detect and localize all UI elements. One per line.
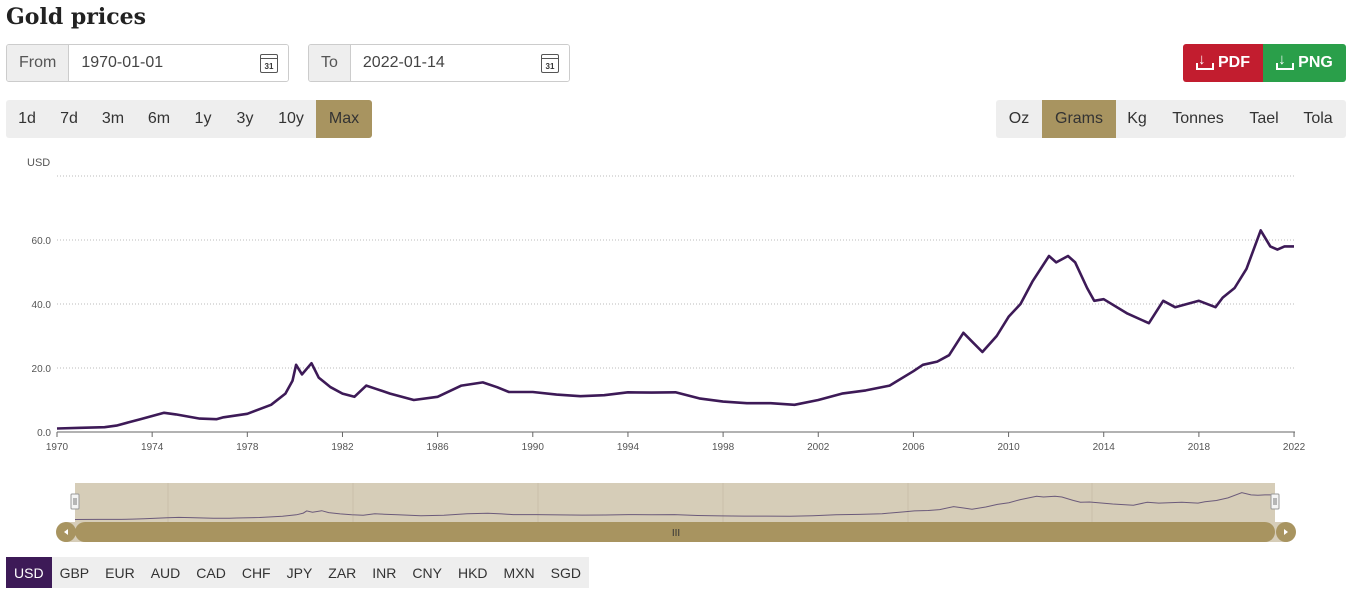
- export-png-button[interactable]: PNG: [1263, 44, 1346, 82]
- y-tick-label: 60.0: [32, 236, 52, 247]
- currency-button-jpy[interactable]: JPY: [286, 564, 313, 581]
- y-tick-label: 20.0: [32, 364, 52, 375]
- navigator-scrollbar-thumb: [75, 522, 1275, 542]
- range-button-7d[interactable]: 7d: [60, 110, 78, 127]
- currency-button-aud[interactable]: AUD: [150, 564, 181, 581]
- to-label: To: [309, 45, 351, 81]
- currency-button-gbp[interactable]: GBP: [59, 564, 90, 581]
- export-pdf-button[interactable]: PDF: [1183, 44, 1263, 82]
- x-tick-label: 2010: [997, 442, 1020, 453]
- x-tick-label: 1986: [427, 442, 450, 453]
- unit-button-kg[interactable]: Kg: [1127, 110, 1147, 127]
- x-tick-label: 1998: [712, 442, 735, 453]
- unit-button-tonnes[interactable]: Tonnes: [1172, 110, 1224, 127]
- navigator-svg: III: [56, 483, 1296, 542]
- range-selector: 1d 7d 3m 6m 1y 3y 10y Max: [6, 100, 372, 138]
- range-button-1d[interactable]: 1d: [18, 110, 36, 127]
- download-icon: [1276, 51, 1295, 70]
- range-button-6m[interactable]: 6m: [147, 110, 171, 127]
- export-png-label: PNG: [1298, 54, 1333, 71]
- range-button-1y[interactable]: 1y: [194, 110, 212, 127]
- calendar-icon[interactable]: 31: [260, 54, 278, 73]
- navigator-handle: [70, 493, 80, 510]
- range-button-3y[interactable]: 3y: [236, 110, 254, 127]
- unit-button-oz[interactable]: Oz: [1008, 110, 1030, 127]
- from-label: From: [7, 45, 70, 81]
- navigator-series-line: [74, 492, 1275, 520]
- unit-button-tael[interactable]: Tael: [1249, 110, 1279, 127]
- to-date-input[interactable]: 2022-01-14 31: [350, 45, 569, 81]
- x-tick-label: 2006: [902, 442, 925, 453]
- navigator-handle: [1270, 493, 1280, 510]
- x-tick-label: 1978: [236, 442, 259, 453]
- currency-button-usd[interactable]: USD: [6, 557, 52, 588]
- currency-button-sgd[interactable]: SGD: [550, 564, 582, 581]
- to-date-value: 2022-01-14: [362, 54, 445, 71]
- range-button-10y[interactable]: 10y: [278, 110, 304, 127]
- currency-button-hkd[interactable]: HKD: [457, 564, 488, 581]
- range-button-3m[interactable]: 3m: [101, 110, 125, 127]
- scrollbar-grip-icon: III: [672, 528, 680, 539]
- x-tick-label: 1982: [331, 442, 354, 453]
- x-tick-label: 1974: [141, 442, 164, 453]
- currency-button-zar[interactable]: ZAR: [328, 564, 357, 581]
- to-date-group: To 2022-01-14 31: [308, 44, 570, 82]
- unit-button-grams[interactable]: Grams: [1042, 100, 1116, 138]
- chevron-right-icon: [1284, 529, 1288, 535]
- x-tick-label: 1970: [46, 442, 69, 453]
- x-tick-label: 2022: [1283, 442, 1306, 453]
- calendar-icon[interactable]: 31: [541, 54, 559, 73]
- unit-button-tola[interactable]: Tola: [1303, 110, 1333, 127]
- page-title: Gold prices: [6, 4, 146, 30]
- price-chart-svg: USD 0.0 20.0 40.0 60.0 1970 1974 1978 1982 1986 19…: [27, 157, 1306, 453]
- x-tick-label: 2014: [1093, 442, 1116, 453]
- currency-selector: USD GBP EUR AUD CAD CHF JPY ZAR INR CNY HKD MXN SGD: [6, 557, 590, 588]
- currency-button-eur[interactable]: EUR: [105, 564, 135, 581]
- x-tick-label: 2018: [1188, 442, 1211, 453]
- currency-button-chf[interactable]: CHF: [241, 564, 271, 581]
- x-tick-label: 1990: [522, 442, 545, 453]
- chevron-left-icon: [64, 529, 68, 535]
- currency-button-cad[interactable]: CAD: [196, 564, 226, 581]
- unit-selector: Oz Grams Kg Tonnes Tael Tola: [996, 100, 1346, 138]
- export-pdf-label: PDF: [1218, 54, 1250, 71]
- y-tick-label: 40.0: [32, 300, 52, 311]
- chart-navigator[interactable]: III: [0, 480, 1367, 545]
- x-tick-label: 2002: [807, 442, 830, 453]
- y-axis-label: USD: [27, 157, 50, 169]
- from-date-value: 1970-01-01: [81, 54, 164, 71]
- price-chart[interactable]: USD 0.0 20.0 40.0 60.0 1970 1974 1978 1982 1986 19…: [0, 150, 1367, 460]
- navigator-selected-range: [75, 483, 1275, 522]
- x-tick-label: 1994: [617, 442, 640, 453]
- from-date-group: From 1970-01-01 31: [6, 44, 289, 82]
- gold-price-line: [56, 229, 1294, 430]
- range-button-max[interactable]: Max: [316, 100, 372, 138]
- y-tick-label: 0.0: [37, 428, 51, 439]
- currency-button-inr[interactable]: INR: [372, 564, 397, 581]
- currency-button-mxn[interactable]: MXN: [503, 564, 535, 581]
- download-icon: [1196, 51, 1214, 70]
- from-date-input[interactable]: 1970-01-01 31: [69, 45, 288, 81]
- currency-button-cny[interactable]: CNY: [412, 564, 442, 581]
